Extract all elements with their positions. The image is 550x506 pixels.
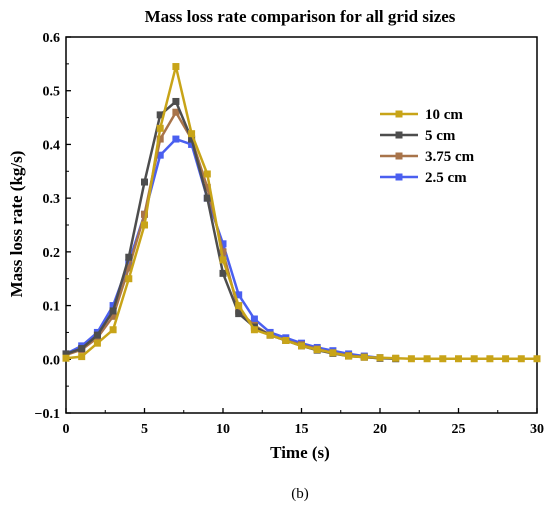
data-point bbox=[502, 355, 510, 363]
data-point bbox=[329, 349, 337, 357]
chart-title: Mass loss rate comparison for all grid s… bbox=[145, 7, 456, 26]
data-point bbox=[250, 326, 258, 334]
data-point bbox=[235, 291, 243, 299]
x-tick-label: 30 bbox=[530, 422, 544, 437]
y-tick-label: 0.6 bbox=[43, 31, 61, 46]
data-point bbox=[125, 275, 133, 283]
data-point bbox=[517, 355, 525, 363]
x-tick-label: 25 bbox=[452, 422, 466, 437]
x-tick-label: 10 bbox=[216, 422, 230, 437]
y-tick-label: 0.4 bbox=[43, 138, 61, 153]
legend-label: 3.75 cm bbox=[425, 149, 475, 165]
data-point bbox=[109, 312, 117, 320]
legend-label: 10 cm bbox=[425, 107, 463, 123]
data-point bbox=[486, 355, 494, 363]
data-point bbox=[235, 310, 243, 318]
data-point bbox=[455, 355, 462, 363]
data-point bbox=[282, 336, 290, 344]
data-point bbox=[188, 135, 196, 143]
data-point bbox=[156, 124, 164, 132]
data-point bbox=[219, 256, 227, 264]
data-point bbox=[266, 331, 274, 339]
y-tick-label: 0.0 bbox=[43, 353, 61, 368]
series-line-10-cm bbox=[65, 65, 537, 360]
figure-caption: (b) bbox=[291, 486, 309, 502]
data-point bbox=[62, 354, 70, 362]
legend: 10 cm 5 cm 3.75 cm 2.5 cm bbox=[380, 107, 475, 186]
plot-area: 0 5 10 15 20 25 30 −0.1 0.0 0.1 0.2 0.3 0.4 0.5 0.6 bbox=[35, 31, 544, 437]
data-point bbox=[109, 326, 117, 334]
data-point bbox=[188, 130, 196, 138]
data-point bbox=[156, 135, 164, 143]
data-point bbox=[376, 354, 384, 362]
data-point bbox=[141, 178, 148, 186]
data-point bbox=[78, 345, 86, 353]
data-point bbox=[172, 63, 180, 71]
x-tick-label: 20 bbox=[373, 422, 387, 437]
legend-marker bbox=[395, 173, 403, 181]
data-point bbox=[219, 248, 227, 256]
data-point bbox=[250, 315, 258, 323]
y-axis-label: Mass loss rate (kg/s) bbox=[7, 151, 26, 298]
legend-marker bbox=[395, 152, 403, 160]
legend-label: 5 cm bbox=[425, 128, 456, 144]
y-tick-label: 0.3 bbox=[43, 192, 61, 207]
y-tick-label: 0.5 bbox=[43, 85, 61, 100]
data-point bbox=[156, 151, 164, 159]
data-point bbox=[470, 355, 478, 363]
data-point bbox=[439, 355, 447, 363]
data-point bbox=[141, 221, 148, 229]
data-point bbox=[109, 302, 117, 310]
data-point bbox=[172, 97, 180, 105]
y-tick-label: −0.1 bbox=[35, 407, 60, 422]
data-point bbox=[298, 342, 305, 350]
data-point bbox=[219, 269, 227, 277]
data-point bbox=[533, 355, 541, 363]
x-tick-label: 5 bbox=[141, 422, 148, 437]
legend-marker bbox=[395, 110, 403, 118]
data-point bbox=[78, 353, 86, 361]
data-point bbox=[125, 259, 133, 267]
data-point bbox=[219, 240, 227, 248]
data-point bbox=[360, 353, 368, 361]
data-point bbox=[423, 355, 431, 363]
y-tick-label: 0.2 bbox=[43, 246, 61, 261]
x-axis-label: Time (s) bbox=[270, 443, 330, 462]
data-point bbox=[172, 108, 180, 116]
data-point bbox=[203, 183, 211, 191]
y-tick-label: 0.1 bbox=[43, 300, 61, 315]
data-point bbox=[188, 140, 196, 148]
series-line-3.75-cm bbox=[65, 110, 381, 360]
x-tick-label: 15 bbox=[295, 422, 309, 437]
x-tick-label: 0 bbox=[63, 422, 70, 437]
data-point bbox=[125, 253, 133, 261]
data-point bbox=[125, 264, 133, 272]
data-point bbox=[203, 170, 211, 178]
data-point bbox=[392, 354, 400, 362]
data-point bbox=[156, 111, 164, 119]
data-point bbox=[313, 346, 321, 354]
data-point bbox=[62, 350, 70, 358]
data-point bbox=[235, 302, 243, 310]
data-point bbox=[93, 339, 101, 347]
data-point bbox=[109, 307, 117, 315]
data-point bbox=[345, 352, 353, 360]
legend-marker bbox=[395, 131, 403, 139]
legend-label: 2.5 cm bbox=[425, 170, 467, 186]
data-point bbox=[407, 355, 415, 363]
data-point bbox=[93, 331, 101, 339]
data-point bbox=[141, 210, 148, 218]
data-point bbox=[172, 135, 180, 143]
data-point bbox=[203, 194, 211, 202]
